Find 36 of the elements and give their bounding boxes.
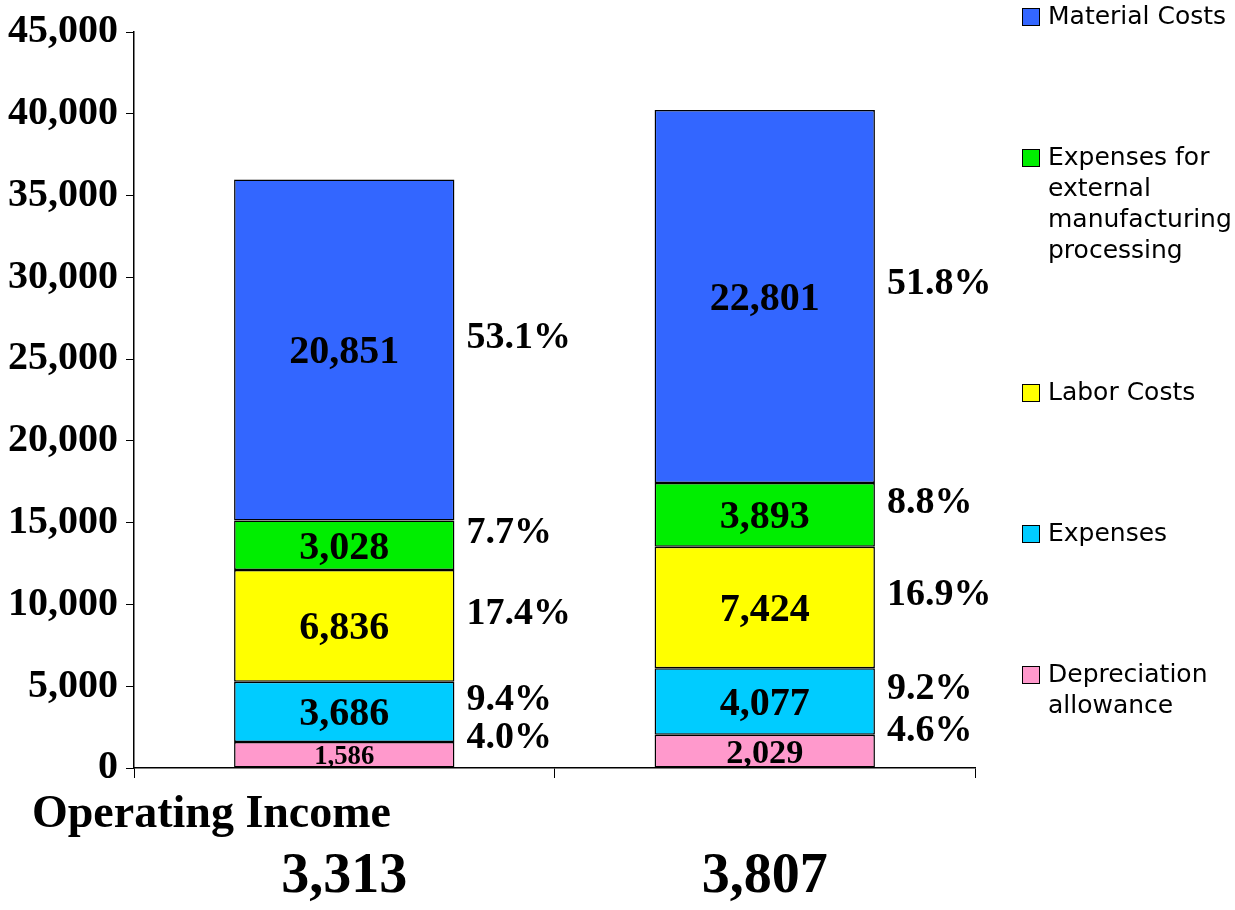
data-label: 1,586 [314,739,375,770]
annotation: 4.6% [886,706,973,749]
y-tick-label: 15,000 [8,496,118,542]
data-label: 3,028 [299,522,390,568]
annotation: 7.7% [466,509,552,552]
legend-label: Material Costs [1048,0,1227,31]
annotation: 17.4% [466,589,571,632]
y-tick-label: 0 [98,742,118,788]
annotation: 51.8% [886,260,992,303]
data-label: 2,029 [726,731,804,770]
annotation: 9.2% [886,665,973,708]
data-label: 4,077 [719,679,810,724]
y-tick-label: 25,000 [8,333,118,379]
data-label: 3,686 [299,689,390,735]
y-tick-label: 10,000 [8,578,118,624]
y-tick-label: 35,000 [8,169,118,215]
legend-label: Depreciation allowance [1048,658,1209,720]
annotation: 16.9% [886,571,992,614]
legend-label: Expenses for external manufacturing processing [1048,141,1233,266]
x-tick-label: 3,807 [701,842,828,905]
x-tick-label: 3,313 [281,842,408,905]
y-tick-label: 30,000 [8,251,118,297]
annotation: 8.8% [886,478,973,521]
y-tick-label: 40,000 [8,88,118,134]
data-label: 6,836 [299,603,390,649]
text: Operating Income [32,785,392,837]
data-label: 3,893 [719,492,810,538]
data-label: 22,801 [709,274,820,320]
data-label: 20,851 [289,327,400,373]
legend-label: Expenses [1048,516,1168,548]
legend-label: Labor Costs [1048,375,1196,407]
y-tick-label: 5,000 [28,660,118,706]
y-tick-label: 20,000 [8,415,118,461]
y-tick-label: 45,000 [8,6,118,52]
data-label: 7,424 [719,584,810,630]
annotation: 53.1% [466,313,571,356]
